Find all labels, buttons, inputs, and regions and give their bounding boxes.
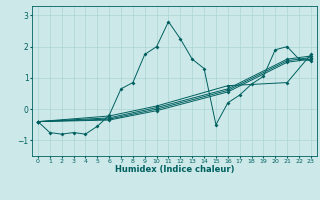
X-axis label: Humidex (Indice chaleur): Humidex (Indice chaleur) [115, 165, 234, 174]
